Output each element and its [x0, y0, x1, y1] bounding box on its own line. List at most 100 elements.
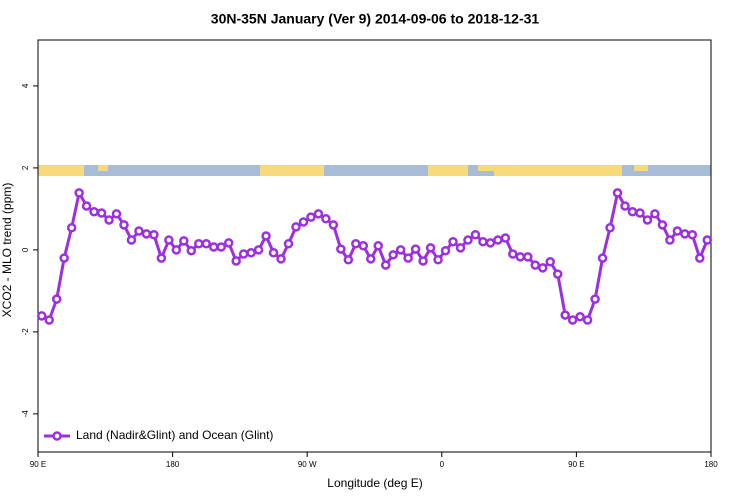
data-point [96, 208, 107, 218]
legend-marker [52, 431, 62, 441]
data-point [665, 235, 675, 245]
data-point [313, 209, 324, 219]
data-point [164, 235, 174, 245]
data-point [291, 222, 301, 232]
data-point [253, 245, 264, 255]
x-tick-label: 180 [704, 460, 718, 469]
data-point [141, 229, 152, 239]
data-point [672, 226, 683, 236]
y-tick-label: -4 [21, 410, 30, 418]
data-point [590, 294, 600, 304]
data-point [119, 220, 129, 230]
data-point [448, 236, 458, 247]
plot-frame [37, 39, 712, 453]
x-tick-label: 90 E [30, 460, 46, 469]
data-point [336, 244, 346, 254]
data-point [238, 249, 249, 259]
data-point [328, 220, 339, 230]
data-point [500, 233, 511, 243]
data-point [403, 253, 413, 263]
data-point [373, 241, 383, 251]
data-point [433, 254, 443, 265]
data-point [306, 212, 316, 222]
data-point [395, 245, 406, 255]
data-point [650, 209, 660, 219]
data-point [111, 209, 122, 219]
data-point [104, 215, 114, 225]
data-point [687, 229, 698, 240]
data-point [552, 269, 563, 279]
data-point [351, 238, 361, 249]
data-point [538, 263, 548, 273]
data-point [283, 238, 294, 249]
data-point [388, 250, 398, 260]
x-tick-label: 90 W [298, 460, 317, 469]
data-point [51, 294, 62, 304]
legend-label: Land (Nadir&Glint) and Ocean (Glint) [76, 428, 273, 442]
data-point [171, 245, 182, 255]
data-point [36, 311, 47, 321]
y-tick-label: 4 [21, 83, 30, 88]
data-point [440, 245, 451, 256]
data-point [612, 188, 623, 198]
y-tick-label: -2 [21, 328, 30, 336]
data-point [366, 254, 376, 264]
data-point [343, 254, 354, 265]
data-point [59, 253, 69, 263]
data-point [298, 217, 309, 227]
data-point [156, 253, 167, 263]
y-tick-label: 0 [21, 247, 30, 252]
data-point [560, 310, 570, 320]
data-point [201, 238, 211, 249]
data-point [508, 249, 518, 259]
data-point [246, 248, 256, 258]
data-point [410, 244, 421, 254]
y-tick-label: 2 [21, 165, 30, 170]
data-point [635, 208, 645, 218]
data-point [66, 223, 77, 233]
data-point [268, 248, 279, 258]
data-point [627, 207, 638, 217]
data-point [463, 235, 473, 245]
data-point [89, 207, 99, 217]
data-point [179, 236, 189, 246]
data-point [81, 201, 92, 211]
data-point [642, 215, 653, 225]
data-point [493, 235, 503, 245]
land-ocean-strip [38, 165, 711, 176]
data-point [208, 242, 219, 252]
data-point [231, 256, 241, 266]
data-point [455, 243, 466, 253]
data-point [567, 315, 578, 325]
data-point [425, 243, 436, 253]
data-point [74, 188, 84, 198]
data-point [134, 226, 144, 236]
y-axis-label: XCO2 - MLO trend (ppm) [0, 183, 14, 318]
data-point [680, 229, 690, 239]
data-point [418, 256, 428, 266]
data-point [605, 223, 615, 233]
x-tick-label: 90 E [568, 460, 584, 469]
data-point [261, 231, 271, 241]
chart-title: 30N-35N January (Ver 9) 2014-09-06 to 20… [211, 11, 540, 27]
data-point [582, 315, 593, 325]
x-tick-label: 0 [440, 460, 445, 469]
data-point [523, 252, 533, 262]
data-point [186, 245, 197, 256]
data-point [380, 260, 391, 270]
x-axis-label: Longitude (deg E) [327, 476, 422, 490]
data-point [194, 238, 204, 249]
data-point [530, 260, 541, 270]
data-point [44, 315, 54, 325]
data-point [478, 236, 488, 247]
data-point [216, 242, 226, 252]
data-point [126, 235, 137, 245]
data-point [321, 213, 331, 224]
data-point [470, 229, 481, 240]
data-point [515, 252, 526, 262]
data-point [358, 241, 369, 251]
x-tick-label: 180 [166, 460, 180, 469]
data-point [657, 220, 668, 230]
data-point [620, 201, 630, 211]
